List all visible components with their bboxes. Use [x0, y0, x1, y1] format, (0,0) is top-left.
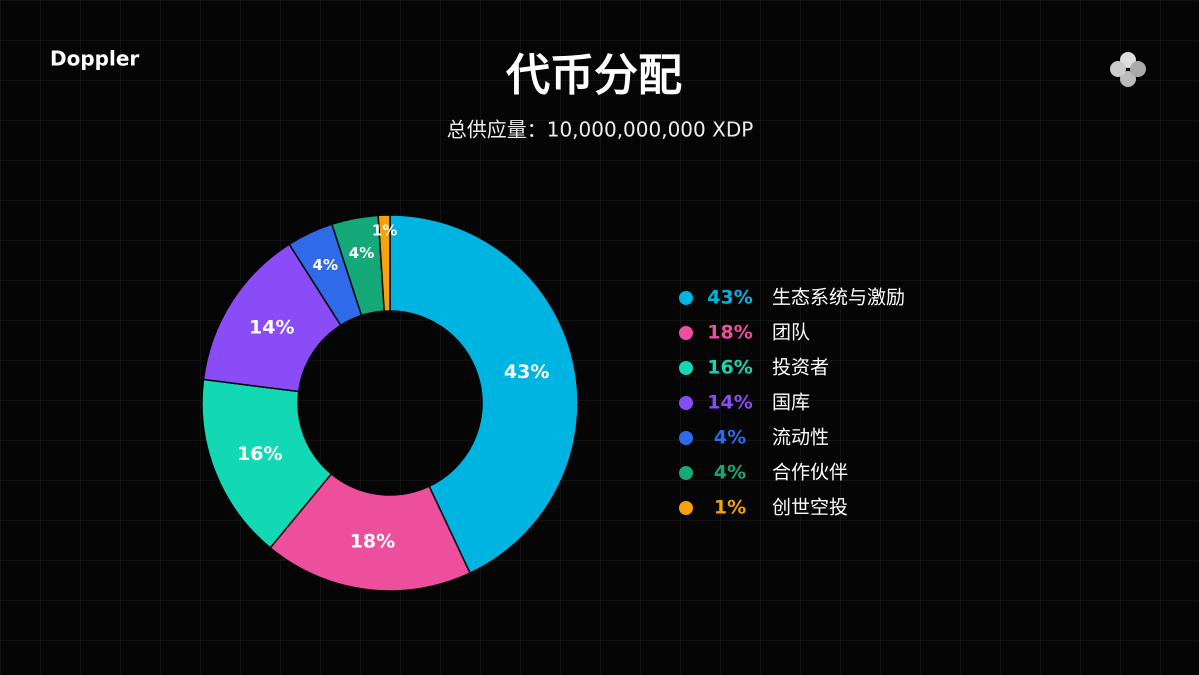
legend-dot [679, 361, 693, 375]
legend-dot [679, 431, 693, 445]
slice-label: 1% [372, 222, 397, 240]
legend-label: 生态系统与激励 [772, 287, 905, 309]
brand: Doppler [50, 47, 139, 71]
slice [201, 378, 333, 549]
legend-value: 4% [714, 462, 746, 484]
slice [269, 472, 472, 592]
legend-value: 16% [707, 357, 752, 379]
slice-label: 16% [237, 443, 282, 465]
legend-value: 1% [714, 497, 746, 519]
legend-dot [679, 396, 693, 410]
logo-icon [1110, 52, 1146, 87]
slice-label: 14% [249, 316, 294, 338]
slice-label: 18% [350, 530, 395, 552]
legend-label: 合作伙伴 [772, 462, 848, 484]
legend-dot [679, 501, 693, 515]
legend-value: 14% [707, 392, 752, 414]
legend-dot [679, 466, 693, 480]
legend-label: 团队 [772, 322, 810, 344]
legend-label: 流动性 [772, 427, 829, 449]
slice-label: 4% [313, 256, 338, 274]
legend-dot [679, 326, 693, 340]
slice-label: 4% [349, 244, 374, 262]
slice-label: 43% [504, 361, 549, 383]
slice [377, 214, 391, 312]
chart-title: 代币分配 [505, 50, 682, 101]
legend-dot [679, 291, 693, 305]
legend-label: 创世空投 [772, 497, 848, 519]
legend-label: 国库 [772, 392, 810, 414]
legend-value: 18% [707, 322, 752, 344]
legend-label: 投资者 [772, 357, 829, 379]
chart-subtitle: 总供应量：10,000,000,000 XDP [447, 118, 754, 142]
legend-value: 43% [707, 287, 752, 309]
legend-value: 4% [714, 427, 746, 449]
slice [389, 214, 579, 575]
